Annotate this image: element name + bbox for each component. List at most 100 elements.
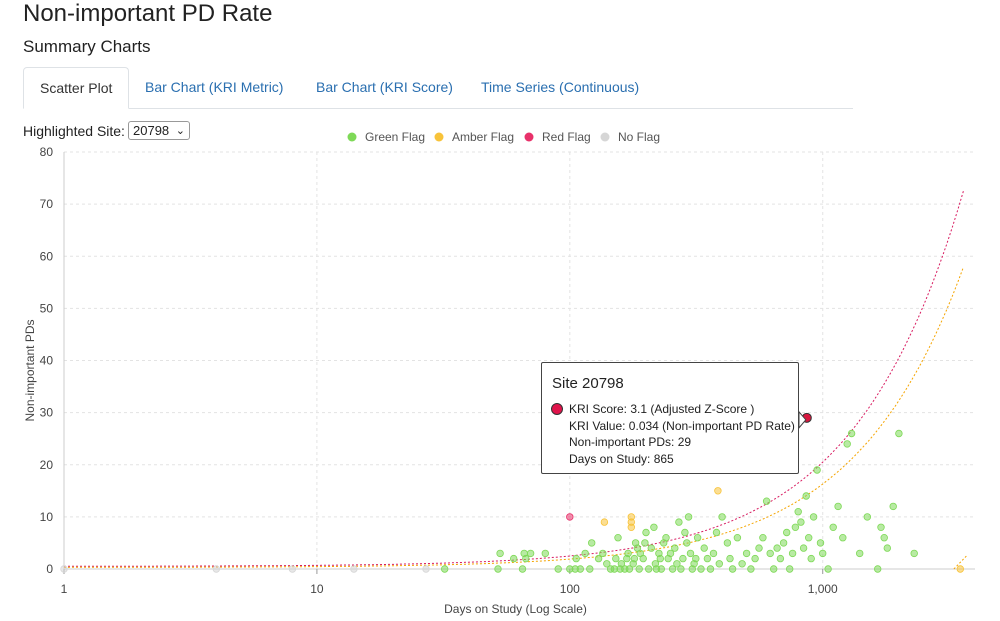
threshold-curves (63, 190, 967, 570)
data-point-amber (714, 487, 722, 495)
data-point-green (612, 554, 620, 563)
data-point-green (526, 549, 535, 558)
threshold-curve-red (64, 190, 964, 567)
data-point-green (684, 513, 693, 521)
data-point-green (541, 549, 549, 558)
data-point-green (642, 528, 650, 537)
data-point-green (681, 528, 689, 537)
y-tick-label: 40 (40, 354, 54, 368)
data-point-green (641, 539, 649, 547)
data-point-green (693, 534, 702, 542)
legend-marker-red (524, 132, 534, 142)
data-point-none (288, 565, 297, 573)
data-point-red (566, 513, 574, 521)
data-point-green (614, 534, 622, 542)
data-point-green (581, 549, 589, 558)
data-point-green (863, 513, 871, 521)
data-point-green (813, 466, 821, 474)
data-point-green (617, 560, 626, 568)
data-point-green (824, 565, 832, 573)
data-point-green (723, 539, 732, 547)
data-point-green (697, 565, 705, 573)
x-tick-label: 1 (61, 582, 68, 596)
data-point-green (671, 544, 679, 552)
highlighted-site-value: 20798 (133, 123, 170, 138)
tab-time-series-continuous[interactable]: Time Series (Continuous) (481, 79, 640, 95)
data-point-green (668, 565, 677, 573)
data-point-green (819, 549, 827, 558)
data-point-green (679, 554, 687, 563)
tooltip-kri-score: KRI Score: 3.1 (Adjusted Z-Score ) (569, 402, 755, 416)
tooltip-red-flag-icon (551, 403, 563, 415)
data-point-green (630, 554, 639, 563)
legend-marker-amber (434, 132, 444, 142)
data-point-green (677, 565, 685, 573)
x-tick-label: 1,000 (808, 582, 838, 596)
data-point-green (788, 549, 797, 558)
data-point-green (572, 554, 580, 563)
legend-label-none: No Flag (618, 130, 660, 144)
data-point-green (703, 554, 712, 563)
data-point-amber (956, 565, 964, 573)
data-point-green (635, 565, 643, 573)
highlighted-site-label: Highlighted Site: (23, 123, 125, 139)
data-point-green (799, 544, 808, 552)
data-point-green (807, 554, 815, 563)
data-point-green (650, 523, 658, 531)
data-points (60, 429, 964, 573)
data-point-green (839, 534, 847, 542)
data-point-green (847, 429, 856, 438)
data-point-green (666, 549, 675, 558)
highlighted-site-marker[interactable] (798, 410, 812, 430)
data-point-green (843, 440, 851, 448)
legend-label-amber: Amber Flag (452, 130, 514, 144)
data-point-green (877, 523, 885, 531)
tooltip-title: Site 20798 (552, 375, 624, 392)
data-point-green (706, 565, 715, 573)
tab-scatter-plot[interactable]: Scatter Plot (23, 67, 130, 109)
data-point-green (910, 549, 918, 558)
data-point-green (766, 549, 774, 558)
highlighted-site-select[interactable]: 20798 ⌄ (128, 121, 190, 140)
y-tick-label: 60 (40, 249, 54, 263)
data-point-green (518, 565, 527, 573)
data-point-green (834, 502, 842, 511)
data-point-green (645, 565, 653, 573)
data-point-green (816, 539, 825, 547)
data-point-green (738, 560, 746, 568)
data-point-none (60, 565, 68, 573)
data-point-green (603, 560, 611, 568)
x-tick-label: 10 (310, 582, 324, 596)
data-point-green (588, 539, 596, 547)
page-title: Non-important PD Rate (23, 0, 273, 27)
tab-bar-chart-kri-score[interactable]: Bar Chart (KRI Score) (316, 79, 453, 95)
data-point-green (874, 565, 882, 573)
data-point-green (762, 497, 771, 505)
data-point-amber (627, 523, 635, 531)
data-point-green (880, 534, 888, 542)
y-tick-label: 20 (40, 458, 54, 472)
data-point-green (791, 523, 800, 531)
data-point-green (776, 554, 785, 563)
tooltip-pointer (798, 410, 807, 430)
data-point-green (726, 554, 734, 563)
x-axis-title: Days on Study (Log Scale) (444, 602, 587, 616)
legend-label-red: Red Flag (542, 130, 591, 144)
threshold-curve-amber (63, 267, 964, 568)
legend-marker-none (600, 132, 610, 142)
chart-legend: Green Flag Amber Flag Red Flag No Flag (347, 130, 660, 144)
data-point-green (747, 565, 755, 573)
data-point-green (759, 534, 767, 542)
data-point-green (554, 565, 562, 573)
data-point-green (657, 565, 665, 573)
data-point-green (647, 544, 655, 552)
tooltip-days: Days on Study: 865 (569, 452, 674, 466)
tooltip-pds: Non-important PDs: 29 (569, 435, 692, 449)
y-tick-label: 70 (40, 197, 54, 211)
scatter-chart: Green Flag Amber Flag Red Flag No Flag 0 10 2… (23, 130, 975, 616)
tab-bar-chart-kri-metric[interactable]: Bar Chart (KRI Metric) (145, 79, 284, 95)
data-point-green (625, 565, 634, 573)
data-point-none (422, 565, 430, 573)
legend-label-green: Green Flag (365, 130, 425, 144)
data-point-green (662, 534, 670, 542)
